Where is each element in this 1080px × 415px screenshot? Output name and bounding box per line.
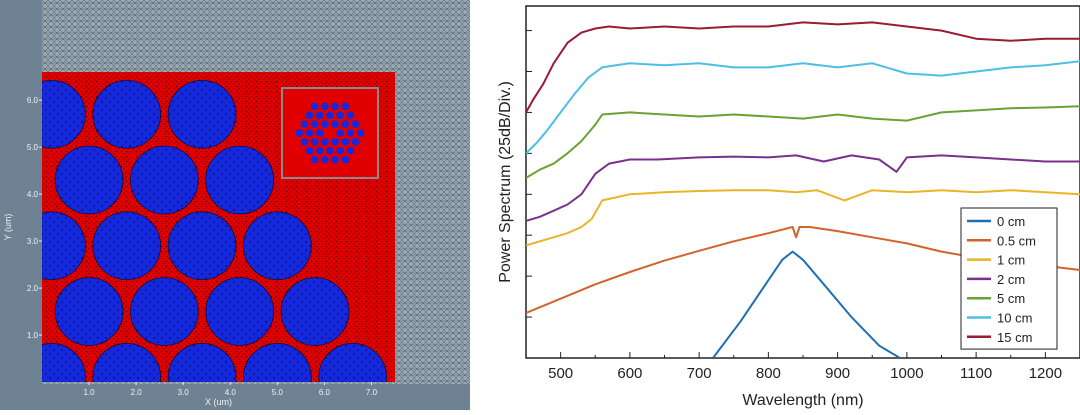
inset-core-17 <box>316 129 324 137</box>
fiber-core-10 <box>54 277 124 346</box>
inset-core-8 <box>346 111 355 120</box>
spectrum-chart: 500 600 700 800 900 1000 1100 1200 Wavelength (n… <box>497 5 1080 409</box>
xtick-label-1: 600 <box>617 365 642 382</box>
mesh-ytick-4: 5.0 <box>27 143 39 152</box>
inset-core-2 <box>331 102 339 111</box>
mesh-ytick-3: 4.0 <box>27 190 39 199</box>
fiber-core-4 <box>130 145 199 215</box>
inset-core-28 <box>316 146 324 155</box>
inset-core-15 <box>295 129 304 137</box>
inset-core-14 <box>351 120 360 128</box>
mesh-xtick-4: 5.0 <box>272 388 284 397</box>
inset-core-26 <box>351 138 360 146</box>
fiber-core-1 <box>92 79 162 149</box>
inset-core-31 <box>346 146 355 155</box>
fiber-core-13 <box>280 277 350 346</box>
fiber-core-11 <box>130 277 199 346</box>
inset-core-34 <box>331 155 339 164</box>
fiber-core-0 <box>42 79 86 149</box>
fiber-core-3 <box>54 145 124 215</box>
fiber-mesh-panel: 1.0 2.0 3.0 4.0 5.0 6.0 7.0 1.0 2.0 3.0 4.0 5.0 6.0 X… <box>0 0 470 410</box>
inset-core-4 <box>305 111 314 120</box>
mesh-ytick-2: 3.0 <box>27 237 39 246</box>
xtick-label-2: 700 <box>687 365 712 382</box>
series-line-0 <box>712 250 901 358</box>
fiber-core-5 <box>205 145 274 215</box>
fiber-core-17 <box>243 343 312 382</box>
legend-label-0: 0 cm <box>997 214 1025 229</box>
cores-group <box>42 79 387 382</box>
inset-core-24 <box>331 138 339 146</box>
legend-label-4: 5 cm <box>997 291 1025 306</box>
inset-core-30 <box>336 146 345 155</box>
fiber-core-2 <box>167 79 237 149</box>
series-line-3 <box>526 154 1080 222</box>
inset-core-18 <box>336 129 345 137</box>
inset-core-20 <box>356 129 365 137</box>
fiber-core-6 <box>42 211 86 281</box>
inset-core-29 <box>326 146 334 155</box>
legend: 0 cm 0.5 cm 1 cm 2 cm 5 cm 10 cm 15 cm <box>960 207 1058 350</box>
mesh-xtick-6: 7.0 <box>366 388 378 397</box>
fiber-core-15 <box>92 343 161 382</box>
inset-core-10 <box>310 120 319 128</box>
series-line-5 <box>526 60 1080 155</box>
fiber-core-7 <box>92 211 162 281</box>
series-line-6 <box>526 21 1080 113</box>
fiber-core-12 <box>205 277 274 346</box>
y-axis-label: Power Spectrum (25dB/Div.) <box>497 81 514 283</box>
legend-label-1: 0.5 cm <box>997 233 1036 248</box>
legend-label-6: 15 cm <box>997 330 1032 345</box>
inset-core-6 <box>326 111 334 120</box>
inset-core-22 <box>310 138 319 146</box>
spectrum-panel: 500 600 700 800 900 1000 1100 1200 Wavelength (n… <box>470 0 1080 410</box>
xtick-label-5: 1000 <box>890 365 923 382</box>
mesh-xtick-2: 3.0 <box>178 388 190 397</box>
inset-core-11 <box>321 120 329 128</box>
legend-label-2: 1 cm <box>997 253 1025 268</box>
legend-label-3: 2 cm <box>997 272 1025 287</box>
fiber-core-8 <box>167 211 237 281</box>
inset-core-16 <box>305 129 314 137</box>
fiber-core-9 <box>243 211 312 281</box>
mesh-xtick-5: 6.0 <box>319 388 331 397</box>
x-axis-label: Wavelength (nm) <box>742 392 863 409</box>
fiber-core-18 <box>318 343 387 382</box>
inset-core-27 <box>305 146 314 155</box>
inset-core-23 <box>321 138 329 146</box>
mesh-xlabel: X (um) <box>205 397 232 407</box>
fiber-core-16 <box>167 343 237 382</box>
inset-core-3 <box>341 102 350 111</box>
fiber-core-14 <box>42 343 86 382</box>
mesh-ytick-1: 2.0 <box>27 284 39 293</box>
mesh-ytick-5: 6.0 <box>27 96 39 105</box>
inset-core-32 <box>310 155 319 164</box>
inset-core-19 <box>346 129 355 137</box>
series-line-2 <box>526 189 1080 247</box>
inset-core-13 <box>341 120 350 128</box>
mesh-xtick-1: 2.0 <box>131 388 143 397</box>
series-line-4 <box>526 105 1080 179</box>
xtick-label-3: 800 <box>756 365 781 382</box>
inset-core-21 <box>300 138 309 146</box>
fiber-mesh-plot: 1.0 2.0 3.0 4.0 5.0 6.0 7.0 1.0 2.0 3.0 4.0 5.0 6.0 X… <box>3 0 470 407</box>
inset-core-9 <box>300 120 309 128</box>
mesh-xtick-3: 4.0 <box>225 388 237 397</box>
xtick-label-6: 1100 <box>960 365 992 382</box>
mesh-ytick-0: 1.0 <box>27 331 39 340</box>
inset-core-1 <box>321 102 329 111</box>
inset-core-35 <box>341 155 350 164</box>
xtick-label-4: 900 <box>825 365 850 382</box>
legend-label-5: 10 cm <box>997 311 1032 326</box>
mesh-ylabel: Y (um) <box>3 214 13 241</box>
xtick-label-0: 500 <box>548 365 573 382</box>
mesh-xtick-0: 1.0 <box>84 388 96 397</box>
inset-core-5 <box>316 111 324 120</box>
xtick-label-7: 1200 <box>1029 365 1062 382</box>
inset-core-12 <box>331 120 339 128</box>
inset-core-25 <box>341 138 350 146</box>
inset-core-33 <box>321 155 329 164</box>
inset-core-7 <box>336 111 345 120</box>
inset-core-0 <box>310 102 319 111</box>
